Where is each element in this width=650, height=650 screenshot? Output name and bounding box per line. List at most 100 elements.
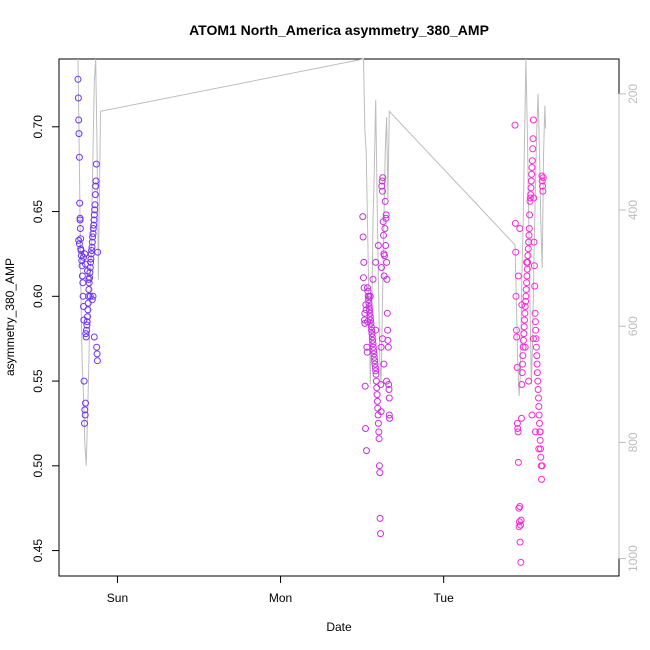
data-point bbox=[529, 135, 537, 143]
data-point bbox=[379, 187, 386, 195]
data-point bbox=[531, 428, 539, 436]
data-point bbox=[521, 303, 529, 310]
data-point bbox=[76, 199, 84, 207]
data-point bbox=[93, 350, 101, 358]
data-point bbox=[369, 336, 377, 344]
data-point bbox=[532, 326, 540, 334]
data-point bbox=[91, 191, 99, 199]
secondary-series-line bbox=[77, 58, 547, 466]
data-point bbox=[385, 394, 393, 402]
data-point bbox=[75, 116, 83, 124]
data-point bbox=[534, 386, 542, 393]
data-point bbox=[528, 164, 536, 171]
data-point bbox=[81, 406, 89, 414]
data-point bbox=[514, 425, 522, 432]
data-point bbox=[533, 360, 541, 368]
data-point bbox=[90, 333, 98, 341]
data-point bbox=[528, 170, 536, 178]
data-point bbox=[88, 247, 96, 254]
data-point bbox=[81, 250, 89, 258]
data-point bbox=[372, 367, 380, 375]
data-point bbox=[92, 160, 100, 168]
data-point bbox=[364, 284, 371, 292]
data-point bbox=[527, 184, 535, 192]
data-point bbox=[84, 267, 91, 275]
data-point bbox=[517, 521, 524, 529]
data-point bbox=[384, 343, 392, 351]
data-point bbox=[386, 414, 394, 422]
data-point bbox=[538, 172, 546, 180]
data-point bbox=[373, 384, 381, 392]
data-point bbox=[515, 504, 523, 512]
data-point bbox=[532, 335, 540, 343]
data-point bbox=[84, 299, 92, 307]
data-point bbox=[371, 357, 379, 365]
data-point bbox=[75, 130, 83, 138]
data-point bbox=[380, 231, 387, 239]
data-point bbox=[518, 381, 526, 388]
data-point bbox=[379, 174, 387, 182]
data-point bbox=[93, 357, 101, 365]
x-axis: Sun Mon Tue bbox=[107, 575, 454, 605]
data-point bbox=[365, 299, 373, 307]
data-point bbox=[76, 216, 84, 224]
data-point bbox=[89, 225, 97, 232]
y-tick-label: 0.50 bbox=[31, 454, 45, 478]
y-tick-label: 0.70 bbox=[31, 115, 45, 139]
data-point bbox=[515, 518, 523, 526]
data-point bbox=[525, 377, 533, 385]
data-point bbox=[364, 318, 371, 326]
data-point bbox=[380, 360, 388, 368]
data-point bbox=[369, 343, 377, 351]
data-point bbox=[85, 286, 93, 293]
data-point bbox=[382, 242, 390, 249]
data-point bbox=[514, 272, 522, 280]
data-point bbox=[78, 262, 86, 270]
data-point bbox=[538, 177, 546, 185]
data-point bbox=[524, 245, 532, 253]
y-tick-label: 0.65 bbox=[31, 200, 45, 224]
data-point bbox=[523, 272, 531, 280]
data-point bbox=[537, 453, 545, 461]
data-point bbox=[75, 236, 83, 244]
data-point bbox=[77, 235, 85, 243]
data-point bbox=[89, 292, 97, 300]
data-point bbox=[385, 411, 393, 419]
data-point bbox=[533, 369, 541, 377]
data-point bbox=[531, 282, 539, 290]
data-point bbox=[371, 364, 379, 371]
data-point bbox=[378, 264, 385, 271]
data-point bbox=[369, 340, 377, 348]
data-point bbox=[370, 350, 378, 358]
data-point bbox=[539, 187, 547, 195]
secondary-y-axis: 200 400 600 800 1000 bbox=[618, 84, 640, 572]
data-point bbox=[513, 364, 521, 371]
y-tick-label: 0.45 bbox=[31, 539, 45, 563]
data-point bbox=[377, 381, 385, 388]
data-point bbox=[375, 435, 383, 443]
secondary-y-tick-label: 600 bbox=[626, 316, 640, 336]
data-point bbox=[372, 377, 380, 385]
data-point bbox=[372, 258, 380, 266]
data-point bbox=[539, 182, 546, 190]
data-point bbox=[536, 419, 543, 427]
data-point bbox=[374, 242, 382, 249]
chart-title: ATOM1 North_America asymmetry_380_AMP bbox=[189, 22, 489, 38]
data-point bbox=[365, 292, 373, 300]
data-point bbox=[365, 303, 373, 310]
secondary-y-tick-label: 400 bbox=[626, 200, 640, 220]
data-point bbox=[82, 399, 89, 407]
secondary-y-tick-label: 1000 bbox=[626, 545, 640, 572]
data-point bbox=[526, 211, 534, 219]
y-tick-label: 0.60 bbox=[31, 284, 45, 308]
data-point bbox=[518, 414, 525, 422]
data-point bbox=[82, 333, 90, 341]
data-point bbox=[526, 194, 534, 202]
data-point bbox=[513, 419, 521, 427]
data-point bbox=[528, 157, 536, 165]
data-point bbox=[535, 403, 543, 410]
data-point bbox=[382, 214, 390, 222]
data-point bbox=[88, 238, 96, 246]
data-point bbox=[84, 306, 92, 314]
data-point bbox=[530, 262, 538, 270]
